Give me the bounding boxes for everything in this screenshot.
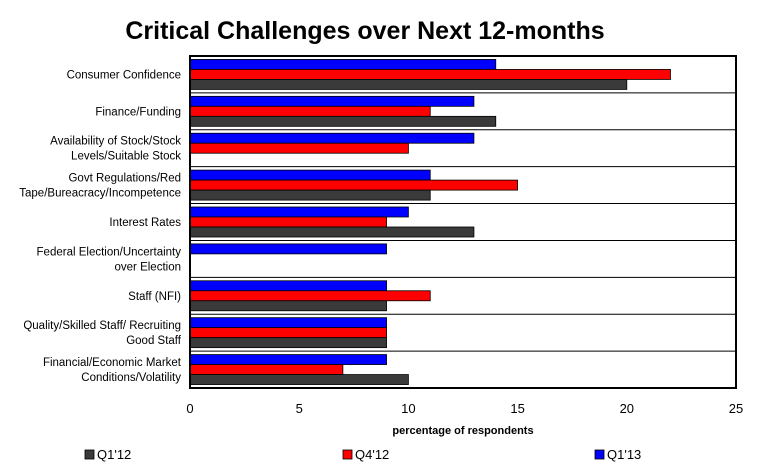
bar-q113-4 [189, 206, 409, 218]
bar-q113-7 [189, 317, 387, 329]
x-tick-label: 25 [729, 401, 743, 416]
legend-swatch [594, 449, 605, 460]
legend: Q1'12 Q4'12 Q1'13 [84, 447, 641, 462]
x-tick-labels: 0 5 10 15 20 25 [186, 401, 743, 416]
category-labels: Consumer Confidence Finance/Funding Availa… [19, 69, 182, 384]
bar-q112-8 [189, 374, 409, 385]
bar-q112-7 [189, 337, 387, 349]
category-label: Tape/Bureacracy/Incompetence [19, 188, 181, 200]
bar-q113-2 [189, 132, 475, 144]
category-label: Interest Rates [109, 217, 181, 229]
bar-q412-3 [189, 179, 519, 191]
bar-q112-3 [189, 189, 431, 201]
bars [189, 59, 671, 385]
legend-label: Q4'12 [355, 447, 389, 462]
category-label: Staff (NFI) [128, 291, 181, 303]
bar-q412-1 [189, 105, 431, 117]
legend-label: Q1'12 [97, 447, 131, 462]
category-label: Federal Election/Uncertainty [37, 246, 182, 258]
bar-q112-4 [189, 226, 475, 238]
bar-q113-8 [189, 354, 387, 365]
gridlines [190, 92, 736, 352]
x-tick-label: 20 [620, 401, 634, 416]
bar-q113-1 [189, 95, 475, 107]
bar-q113-3 [189, 169, 431, 181]
bar-q112-6 [189, 300, 387, 312]
legend-label: Q1'13 [607, 447, 641, 462]
category-label: over Election [115, 261, 181, 273]
bar-q113-5 [189, 243, 387, 255]
x-axis-label: percentage of respondents [392, 425, 533, 437]
category-label: Availability of Stock/Stock [50, 136, 181, 148]
category-label: Consumer Confidence [67, 69, 181, 81]
x-tick-label: 5 [296, 401, 303, 416]
category-label: Good Staff [126, 335, 182, 347]
x-tick-label: 15 [510, 401, 524, 416]
x-tick-label: 10 [401, 401, 415, 416]
chart-title: Critical Challenges over Next 12-months [125, 17, 604, 45]
bar-q113-6 [189, 280, 387, 292]
category-label: Levels/Suitable Stock [71, 151, 181, 163]
bar-q412-4 [189, 216, 387, 228]
legend-swatch [84, 449, 95, 460]
bar-q412-2 [189, 142, 409, 154]
plot-frame [189, 55, 737, 389]
category-label: Govt Regulations/Red [68, 173, 181, 185]
category-label: Conditions/Volatility [81, 372, 181, 384]
x-tick-label: 0 [186, 401, 193, 416]
bar-q412-0 [189, 69, 671, 80]
legend-swatch [342, 449, 353, 460]
category-label: Financial/Economic Market [43, 357, 182, 369]
bar-q112-1 [189, 115, 497, 127]
bar-q412-8 [189, 364, 344, 375]
bar-q412-6 [189, 290, 431, 302]
bar-q113-0 [189, 59, 497, 70]
category-label: Quality/Skilled Staff/ Recruiting [23, 320, 181, 332]
bar-q412-7 [189, 327, 387, 339]
bar-q112-0 [189, 79, 628, 90]
category-label: Finance/Funding [95, 106, 181, 118]
